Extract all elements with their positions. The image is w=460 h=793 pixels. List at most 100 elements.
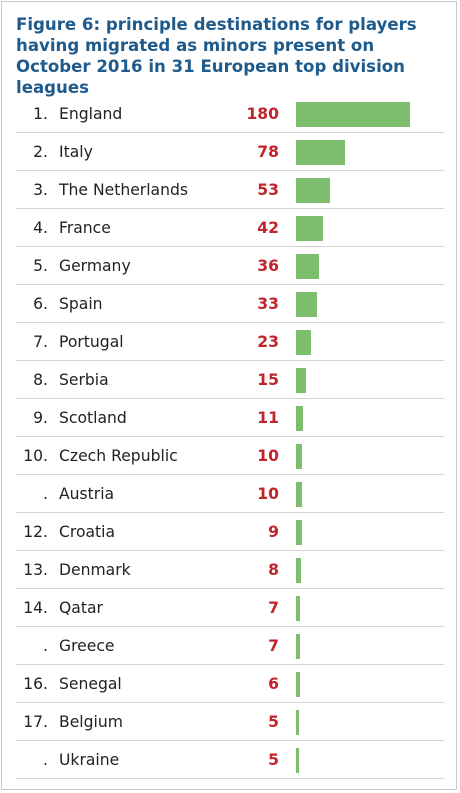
row-divider [16,588,444,589]
country-label: France [59,219,111,237]
chart-title: Figure 6: principle destinations for pla… [16,15,417,97]
row-divider [16,436,444,437]
row-divider [16,550,444,551]
row-divider [16,512,444,513]
rank-label: 3. [33,181,48,199]
country-label: Spain [59,295,103,313]
value-label: 5 [268,713,279,731]
row-divider [16,474,444,475]
value-label: 9 [268,523,279,541]
bar [296,748,299,773]
chart-row: 13. Denmark 8 [0,551,460,589]
bar [296,292,317,317]
chart-row: 12. Croatia 9 [0,513,460,551]
bar [296,634,300,659]
country-label: Germany [59,257,131,275]
country-label: Czech Republic [59,447,178,465]
bar [296,444,302,469]
rank-label: 10. [23,447,48,465]
value-label: 8 [268,561,279,579]
country-label: Portugal [59,333,124,351]
country-label: Serbia [59,371,109,389]
rank-label: 14. [23,599,48,617]
value-label: 11 [257,409,279,427]
bar [296,520,302,545]
value-label: 10 [257,447,279,465]
rank-label: 12. [23,523,48,541]
row-divider [16,132,444,133]
bar [296,710,299,735]
bar [296,216,323,241]
row-divider [16,398,444,399]
bar [296,406,303,431]
rank-label: 9. [33,409,48,427]
rank-label: 8. [33,371,48,389]
country-label: Qatar [59,599,103,617]
value-label: 42 [257,219,279,237]
row-divider [16,664,444,665]
bar [296,254,319,279]
value-label: 23 [257,333,279,351]
value-label: 78 [257,143,279,161]
value-label: 5 [268,751,279,769]
country-label: Croatia [59,523,116,541]
rank-label: 17. [23,713,48,731]
country-label: Italy [59,143,93,161]
chart-row: 8. Serbia 15 [0,361,460,399]
value-label: 10 [257,485,279,503]
chart-row: 9. Scotland 11 [0,399,460,437]
chart-row: 16. Senegal 6 [0,665,460,703]
chart-row: 14. Qatar 7 [0,589,460,627]
chart-row: 7. Portugal 23 [0,323,460,361]
rank-label: 4. [33,219,48,237]
row-divider [16,360,444,361]
row-divider [16,170,444,171]
chart-row: 5. Germany 36 [0,247,460,285]
rank-label: . [43,485,48,503]
row-divider [16,702,444,703]
chart-row: 1. England 180 [0,95,460,133]
value-label: 53 [257,181,279,199]
rank-label: 5. [33,257,48,275]
value-label: 33 [257,295,279,313]
row-divider [16,246,444,247]
rank-label: 16. [23,675,48,693]
bar [296,596,300,621]
rank-label: 1. [33,105,48,123]
chart-row: . Greece 7 [0,627,460,665]
rank-label: 6. [33,295,48,313]
country-label: The Netherlands [59,181,189,199]
country-label: Ukraine [59,751,120,769]
country-label: England [59,105,123,123]
chart-row: 3. The Netherlands 53 [0,171,460,209]
bar [296,672,300,697]
value-label: 36 [257,257,279,275]
country-label: Greece [59,637,115,655]
row-divider [16,322,444,323]
bar [296,178,330,203]
rank-label: 7. [33,333,48,351]
value-label: 180 [246,105,279,123]
country-label: Senegal [59,675,122,693]
chart-row: 10. Czech Republic 10 [0,437,460,475]
country-label: Austria [59,485,115,503]
value-label: 7 [268,637,279,655]
row-divider [16,778,444,779]
value-label: 15 [257,371,279,389]
row-divider [16,626,444,627]
rank-label: . [43,751,48,769]
chart-row: 4. France 42 [0,209,460,247]
row-divider [16,284,444,285]
rank-label: 2. [33,143,48,161]
country-label: Scotland [59,409,127,427]
bar [296,368,306,393]
value-label: 7 [268,599,279,617]
bar [296,482,302,507]
bar [296,140,345,165]
rank-label: . [43,637,48,655]
chart-row: 2. Italy 78 [0,133,460,171]
bar [296,330,311,355]
chart-row: . Austria 10 [0,475,460,513]
country-label: Belgium [59,713,123,731]
value-label: 6 [268,675,279,693]
